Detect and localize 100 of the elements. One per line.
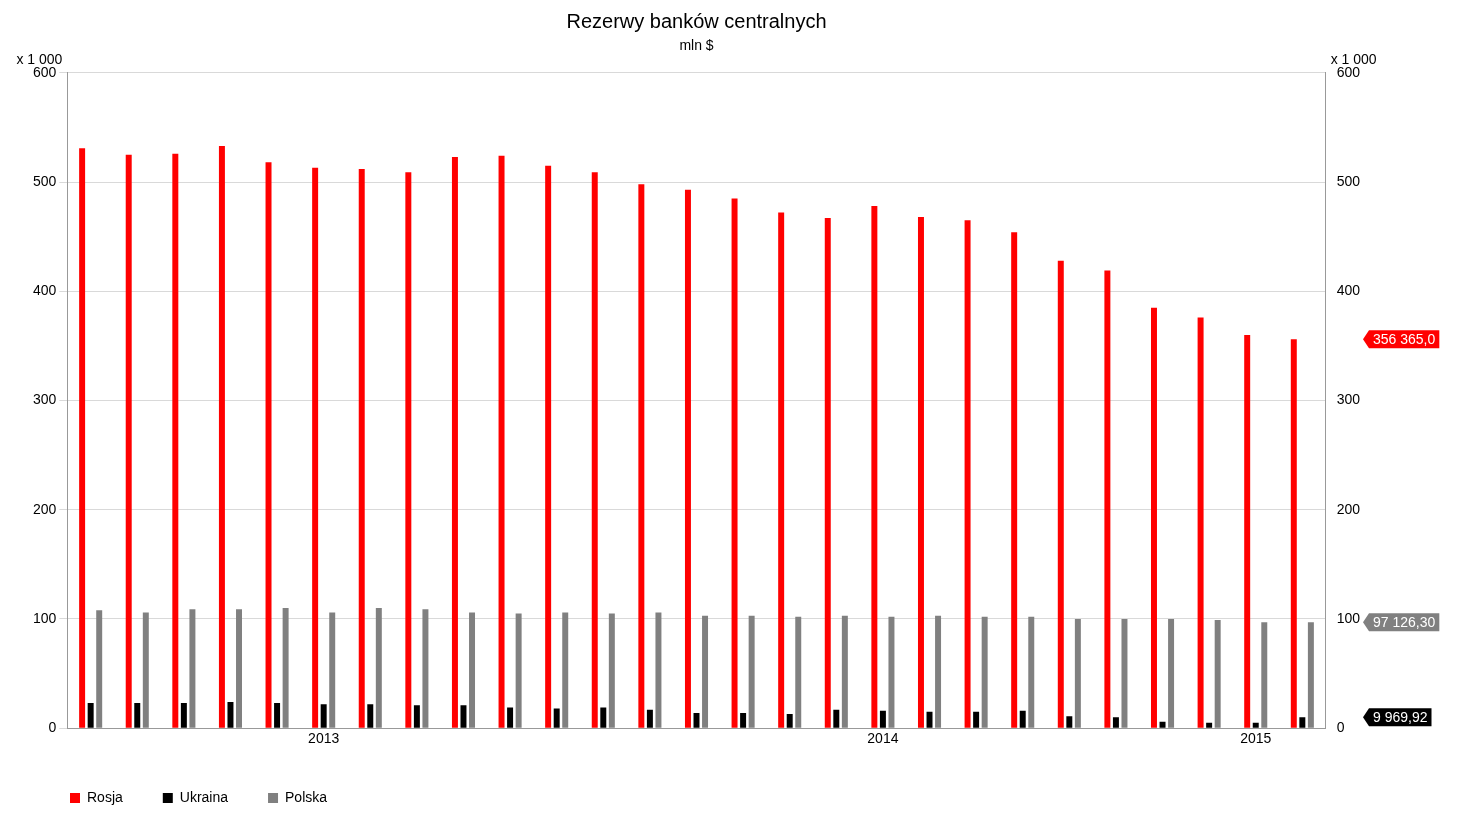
- bar: [841, 615, 848, 728]
- bar: [1028, 616, 1035, 728]
- bar: [96, 610, 103, 728]
- bar: [125, 154, 132, 728]
- bar: [1168, 618, 1175, 728]
- text: 97 126,30: [1373, 614, 1436, 631]
- bar: [189, 609, 196, 728]
- bar: [1252, 722, 1259, 728]
- bar: [1307, 622, 1314, 728]
- bar: [553, 708, 560, 728]
- bar: [684, 189, 691, 728]
- bar: [591, 172, 598, 728]
- bar: [935, 615, 942, 728]
- bar: [600, 707, 607, 728]
- bar: [545, 165, 552, 728]
- y2-tick-label: 200: [1336, 500, 1361, 517]
- bar: [1214, 620, 1221, 728]
- bar: [833, 709, 840, 728]
- bar: [795, 616, 802, 728]
- bar: [964, 220, 971, 728]
- bar: [646, 709, 653, 728]
- text: 9 969,92: [1373, 709, 1428, 726]
- bar: [1206, 722, 1213, 728]
- bar: [515, 613, 522, 728]
- bar: [79, 148, 86, 728]
- bar: [172, 153, 179, 728]
- bar: [469, 612, 476, 728]
- bar: [1261, 622, 1268, 728]
- y2-tick-label: 300: [1336, 391, 1361, 408]
- bar: [879, 710, 886, 728]
- bar: [638, 184, 645, 728]
- bar: [312, 167, 319, 728]
- bar: [320, 704, 327, 728]
- chart-subtitle: mln $: [679, 37, 714, 54]
- bar: [329, 612, 336, 728]
- bar: [702, 615, 709, 728]
- bar: [236, 609, 242, 728]
- y-tick-label: 400: [33, 282, 57, 299]
- bar: [981, 616, 988, 728]
- text: 356 365,0: [1373, 331, 1436, 348]
- bar: [498, 155, 505, 728]
- y-tick-label: 300: [33, 391, 57, 408]
- x-tick-label: 2015: [1240, 730, 1272, 747]
- bar: [180, 703, 187, 728]
- bar: [274, 703, 281, 728]
- bar: [1290, 339, 1297, 728]
- y-tick-label: 200: [33, 500, 57, 517]
- bar: [1074, 618, 1081, 728]
- bar: [142, 612, 149, 728]
- y-tick-label: 100: [33, 609, 57, 626]
- bar: [1104, 270, 1111, 728]
- legend-label: Rosja: [87, 788, 124, 805]
- bar: [888, 616, 895, 728]
- bar: [926, 711, 933, 728]
- bar: [786, 714, 793, 728]
- y2-tick-label: 0: [1336, 719, 1345, 736]
- bar: [367, 704, 374, 728]
- y2-tick-label: 100: [1336, 609, 1361, 626]
- legend-label: Polska: [285, 788, 328, 805]
- bar: [824, 218, 831, 728]
- bar: [87, 703, 94, 728]
- bar: [1159, 721, 1166, 728]
- bar: [1121, 618, 1128, 728]
- y2-tick-label: 500: [1336, 172, 1361, 189]
- y-tick-label: 500: [33, 172, 57, 189]
- bar: [1011, 232, 1018, 728]
- bar: [1019, 710, 1026, 728]
- bar: [731, 198, 738, 728]
- bar: [1112, 717, 1119, 728]
- bar: [655, 612, 662, 728]
- y2-tick-label: 400: [1336, 282, 1361, 299]
- bar: [422, 609, 429, 728]
- bar: [134, 703, 141, 728]
- x-tick-label: 2013: [308, 730, 340, 747]
- x-tick-label: 2014: [867, 730, 899, 747]
- bar: [1151, 307, 1157, 728]
- bar: [1197, 317, 1204, 728]
- bar: [413, 705, 420, 728]
- bar: [218, 145, 225, 728]
- bar: [1244, 334, 1251, 728]
- bar: [871, 206, 878, 728]
- bar: [1057, 260, 1064, 728]
- bar: [507, 707, 514, 728]
- bar: [748, 615, 755, 728]
- bar: [375, 608, 382, 728]
- chart-title: Rezerwy banków centralnych: [566, 9, 827, 32]
- bar: [740, 712, 747, 728]
- bar: [358, 168, 365, 728]
- bar: [282, 608, 289, 728]
- bar: [460, 705, 467, 728]
- bar: [1299, 717, 1306, 728]
- bar: [265, 162, 272, 728]
- bar: [562, 612, 569, 728]
- bar: [917, 216, 924, 728]
- legend-label: Ukraina: [179, 788, 229, 805]
- bar: [778, 212, 785, 728]
- bar: [608, 613, 615, 728]
- bar: [227, 701, 234, 728]
- bar: [1066, 716, 1073, 728]
- y-tick-label: 0: [48, 719, 57, 736]
